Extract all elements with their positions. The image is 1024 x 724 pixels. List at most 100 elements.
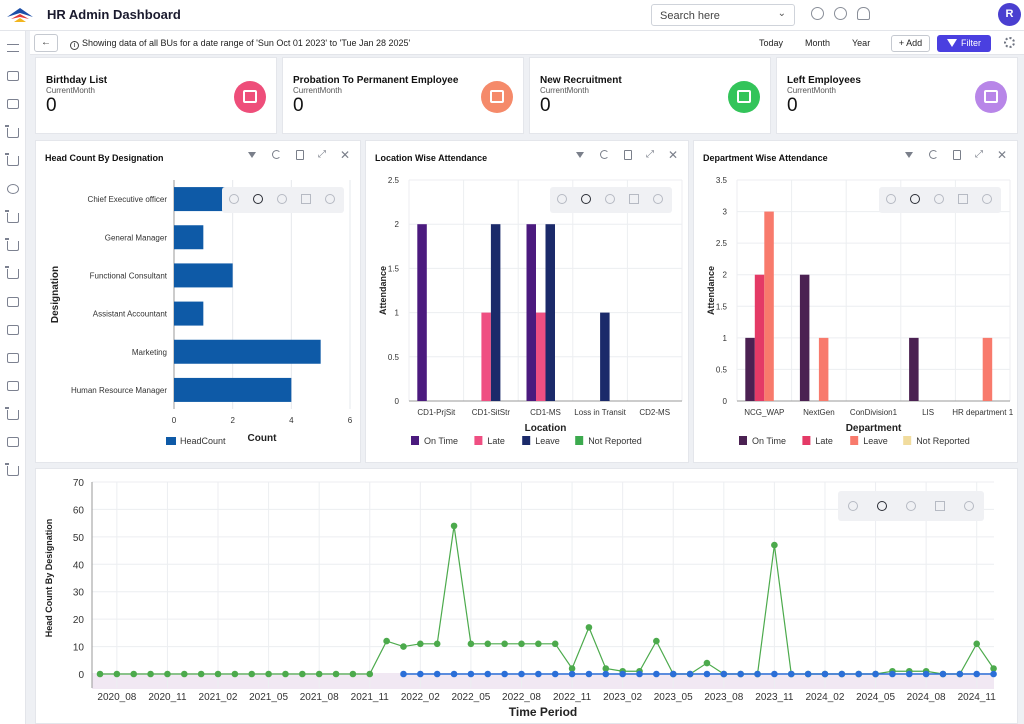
- cart-icon[interactable]: [5, 463, 19, 476]
- zoom-select-icon[interactable]: [906, 501, 916, 511]
- refresh-icon[interactable]: [272, 150, 281, 159]
- y-tick-label: 20: [73, 615, 85, 626]
- archive-icon[interactable]: [7, 381, 19, 391]
- pan-icon[interactable]: [629, 194, 639, 204]
- y-tick-label: 3.5: [716, 176, 728, 185]
- close-icon[interactable]: ✕: [996, 148, 1008, 162]
- zoom-out-icon[interactable]: [886, 194, 896, 204]
- kpi-card-left-employees[interactable]: Left Employees CurrentMonth 0: [776, 57, 1018, 134]
- legend-label: Leave: [535, 436, 560, 446]
- reset-zoom-icon[interactable]: [653, 194, 663, 204]
- globe-icon[interactable]: [811, 7, 824, 20]
- bed-icon[interactable]: [7, 353, 19, 363]
- back-button[interactable]: ←: [34, 34, 58, 52]
- expand-icon[interactable]: ⤢: [975, 149, 983, 160]
- today-button[interactable]: Today: [759, 38, 784, 48]
- legend-swatch: [474, 436, 483, 445]
- data-point: [467, 640, 475, 648]
- x-tick-label: LIS: [922, 408, 934, 417]
- kpi-card-new-recruitment[interactable]: New Recruitment CurrentMonth 0: [529, 57, 771, 134]
- org-chart-icon[interactable]: [7, 99, 19, 109]
- zoom-in-icon[interactable]: [253, 194, 263, 204]
- pan-icon[interactable]: [935, 501, 945, 511]
- year-button[interactable]: Year: [852, 38, 871, 48]
- data-point: [197, 670, 205, 678]
- zoom-select-icon[interactable]: [277, 194, 287, 204]
- zoom-out-icon[interactable]: [557, 194, 567, 204]
- export-icon[interactable]: [296, 150, 304, 160]
- x-tick-label: ConDivision1: [850, 408, 898, 417]
- headcount-panel: Head Count By Designation ⤢ ✕ 0 2 4 6 Chief …: [35, 140, 361, 463]
- filter-icon: [947, 39, 957, 47]
- zoom-select-icon[interactable]: [934, 194, 944, 204]
- bar: [818, 337, 829, 401]
- export-icon[interactable]: [624, 150, 632, 160]
- cake-icon: [234, 81, 266, 113]
- menu-icon[interactable]: [7, 44, 19, 52]
- legend-label: Late: [815, 436, 833, 446]
- filter-icon[interactable]: [905, 152, 913, 158]
- app-title: HR Admin Dashboard: [47, 7, 181, 22]
- bar: [481, 312, 491, 401]
- gear-icon[interactable]: [1004, 37, 1015, 48]
- data-point: [400, 643, 407, 650]
- cart-icon[interactable]: [5, 407, 19, 420]
- cart-icon[interactable]: [5, 153, 19, 166]
- home-icon[interactable]: [7, 71, 19, 81]
- zoom-out-icon[interactable]: [229, 194, 239, 204]
- add-user-icon: [728, 81, 760, 113]
- y-axis-label: Attendance: [378, 266, 388, 315]
- cart-icon[interactable]: [5, 238, 19, 251]
- cart-icon[interactable]: [5, 125, 19, 138]
- search-dropdown[interactable]: Search here ⌄: [651, 4, 795, 26]
- close-icon[interactable]: ✕: [667, 148, 679, 162]
- filter-icon[interactable]: [576, 152, 584, 158]
- zoom-select-icon[interactable]: [605, 194, 615, 204]
- pan-icon[interactable]: [301, 194, 311, 204]
- filter-icon[interactable]: [248, 152, 256, 158]
- kpi-title: New Recruitment: [540, 75, 622, 86]
- sliders-icon[interactable]: [7, 297, 19, 307]
- bar: [174, 339, 321, 364]
- reset-zoom-icon[interactable]: [325, 194, 335, 204]
- zoom-out-icon[interactable]: [848, 501, 858, 511]
- settings-icon[interactable]: [7, 184, 19, 194]
- kpi-card-birthday[interactable]: Birthday List CurrentMonth 0: [35, 57, 277, 134]
- expand-icon[interactable]: ⤢: [318, 149, 326, 160]
- data-point: [804, 670, 812, 678]
- data-point: [990, 670, 997, 678]
- data-point: [484, 640, 492, 648]
- zoom-in-icon[interactable]: [581, 194, 591, 204]
- filter-bar: ← i Showing data of all BUs for a date ra…: [30, 31, 1024, 55]
- month-button[interactable]: Month: [805, 38, 831, 48]
- export-icon[interactable]: [953, 150, 961, 160]
- expand-icon[interactable]: ⤢: [646, 149, 654, 160]
- zoom-in-icon[interactable]: [910, 194, 920, 204]
- reset-zoom-icon[interactable]: [964, 501, 974, 511]
- pan-icon[interactable]: [958, 194, 968, 204]
- filter-button[interactable]: Filter: [937, 35, 991, 52]
- legend-swatch: [850, 436, 859, 445]
- y-tick-label: 2: [395, 220, 400, 229]
- close-icon[interactable]: ✕: [339, 148, 351, 162]
- add-button[interactable]: + Add: [891, 35, 930, 52]
- avatar[interactable]: R: [998, 3, 1021, 26]
- refresh-icon[interactable]: [600, 150, 609, 159]
- data-point: [164, 670, 171, 678]
- x-tick-label: 2022_08: [502, 692, 541, 703]
- kpi-card-probation[interactable]: Probation To Permanent Employee CurrentM…: [282, 57, 524, 134]
- help-icon[interactable]: [834, 7, 847, 20]
- cart-icon[interactable]: [5, 266, 19, 279]
- zoom-in-icon[interactable]: [877, 501, 887, 511]
- x-tick-label: 2023_02: [603, 692, 642, 703]
- cart-icon[interactable]: [5, 210, 19, 223]
- panel-toolbar: ⤢ ✕: [574, 149, 684, 161]
- x-tick-label: NextGen: [803, 408, 835, 417]
- y-tick-label: Chief Executive officer: [88, 195, 168, 204]
- transport-icon[interactable]: [7, 325, 19, 335]
- bell-icon[interactable]: [857, 7, 870, 20]
- reset-zoom-icon[interactable]: [982, 194, 992, 204]
- team-icon[interactable]: [7, 437, 19, 447]
- data-point: [973, 670, 981, 678]
- refresh-icon[interactable]: [929, 150, 938, 159]
